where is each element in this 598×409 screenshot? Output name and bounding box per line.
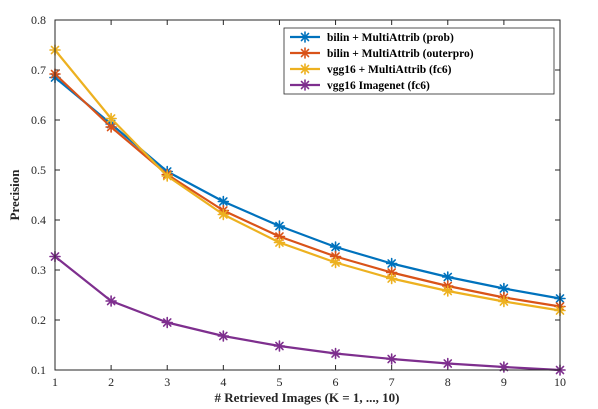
data-point xyxy=(385,272,398,285)
legend-item: vgg16 + MultiAttrib (fc6) xyxy=(290,63,452,76)
legend-item: bilin + MultiAttrib (outerpro) xyxy=(290,47,474,60)
data-point xyxy=(329,256,342,269)
data-point xyxy=(105,295,117,307)
data-point xyxy=(105,112,117,125)
data-point xyxy=(329,241,342,253)
x-tick-label: 3 xyxy=(164,375,170,389)
data-point xyxy=(441,357,454,370)
legend-marker xyxy=(299,31,311,43)
legend-label: vgg16 + MultiAttrib (fc6) xyxy=(327,64,452,76)
x-tick-label: 1 xyxy=(52,375,58,389)
legend-label: bilin + MultiAttrib (outerpro) xyxy=(327,48,474,60)
y-tick-label: 0.6 xyxy=(31,113,46,127)
x-tick-label: 7 xyxy=(389,375,395,389)
data-point xyxy=(329,347,342,360)
legend-label: vgg16 Imagenet (fc6) xyxy=(327,80,430,92)
x-tick-label: 9 xyxy=(501,375,507,389)
axis-ticks: 1 2 3 4 5 6 7 8 9 10 0.1 0.2 0.3 0.4 0.5 0.6 0.7 0.8 xyxy=(31,13,566,389)
x-tick-label: 10 xyxy=(554,375,566,389)
data-point xyxy=(161,170,174,182)
data-point xyxy=(105,121,117,133)
legend: bilin + MultiAttrib (prob) bilin + MultiA… xyxy=(283,27,555,95)
y-axis-label: Precision xyxy=(7,169,22,221)
x-tick-label: 6 xyxy=(333,375,339,389)
data-point xyxy=(441,285,454,297)
legend-marker xyxy=(299,47,311,59)
x-tick-label: 2 xyxy=(108,375,114,389)
legend-item: vgg16 Imagenet (fc6) xyxy=(290,79,430,92)
series-line xyxy=(54,49,561,312)
data-point xyxy=(217,330,230,342)
legend-marker xyxy=(299,79,311,91)
plot-frame xyxy=(54,19,561,371)
data-point xyxy=(273,220,286,232)
legend-box xyxy=(283,27,555,95)
x-tick-label: 5 xyxy=(276,375,282,389)
data-point xyxy=(498,295,510,308)
x-tick-label: 8 xyxy=(445,375,451,389)
data-point xyxy=(161,316,174,329)
y-tick-label: 0.8 xyxy=(31,13,46,27)
y-tick-label: 0.5 xyxy=(31,163,46,177)
data-point xyxy=(385,353,398,365)
data-point xyxy=(273,236,286,249)
y-tick-label: 0.1 xyxy=(31,363,46,377)
series-line xyxy=(54,255,561,372)
y-tick-label: 0.7 xyxy=(31,63,46,77)
y-tick-label: 0.3 xyxy=(31,263,46,277)
legend-label: bilin + MultiAttrib (prob) xyxy=(327,32,454,44)
data-point xyxy=(329,250,342,263)
x-axis-label: # Retrieved Images (K = 1, ..., 10) xyxy=(214,390,399,405)
data-point xyxy=(273,340,286,352)
legend-item: bilin + MultiAttrib (prob) xyxy=(290,31,454,44)
data-point xyxy=(273,230,286,243)
series-line xyxy=(54,73,561,308)
y-tick-label: 0.4 xyxy=(31,213,46,227)
data-point xyxy=(217,208,230,221)
y-tick-label: 0.2 xyxy=(31,313,46,327)
x-tick-label: 4 xyxy=(220,375,226,389)
legend-marker xyxy=(299,63,311,75)
